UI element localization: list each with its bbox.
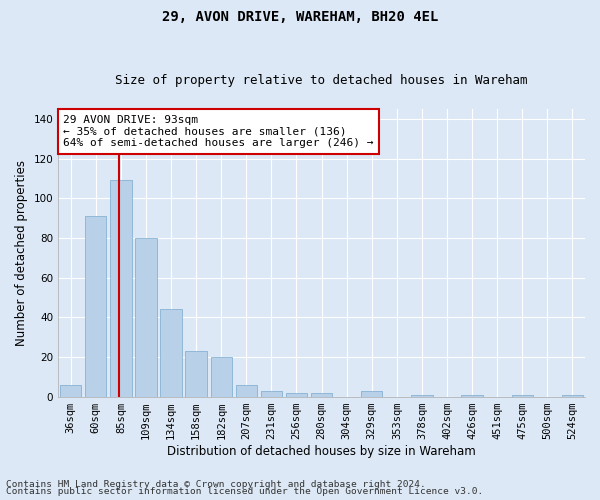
- Bar: [411, 394, 433, 396]
- Bar: [211, 357, 232, 397]
- Y-axis label: Number of detached properties: Number of detached properties: [15, 160, 28, 346]
- Bar: [286, 392, 307, 396]
- X-axis label: Distribution of detached houses by size in Wareham: Distribution of detached houses by size …: [167, 444, 476, 458]
- Bar: [136, 238, 157, 396]
- Bar: [311, 392, 332, 396]
- Bar: [261, 390, 282, 396]
- Bar: [185, 351, 207, 397]
- Bar: [110, 180, 131, 396]
- Bar: [562, 394, 583, 396]
- Text: 29, AVON DRIVE, WAREHAM, BH20 4EL: 29, AVON DRIVE, WAREHAM, BH20 4EL: [162, 10, 438, 24]
- Bar: [461, 394, 483, 396]
- Bar: [60, 384, 82, 396]
- Title: Size of property relative to detached houses in Wareham: Size of property relative to detached ho…: [115, 74, 528, 87]
- Bar: [160, 310, 182, 396]
- Text: Contains HM Land Registry data © Crown copyright and database right 2024.: Contains HM Land Registry data © Crown c…: [6, 480, 426, 489]
- Text: Contains public sector information licensed under the Open Government Licence v3: Contains public sector information licen…: [6, 487, 483, 496]
- Text: 29 AVON DRIVE: 93sqm
← 35% of detached houses are smaller (136)
64% of semi-deta: 29 AVON DRIVE: 93sqm ← 35% of detached h…: [64, 115, 374, 148]
- Bar: [236, 384, 257, 396]
- Bar: [361, 390, 382, 396]
- Bar: [512, 394, 533, 396]
- Bar: [85, 216, 106, 396]
